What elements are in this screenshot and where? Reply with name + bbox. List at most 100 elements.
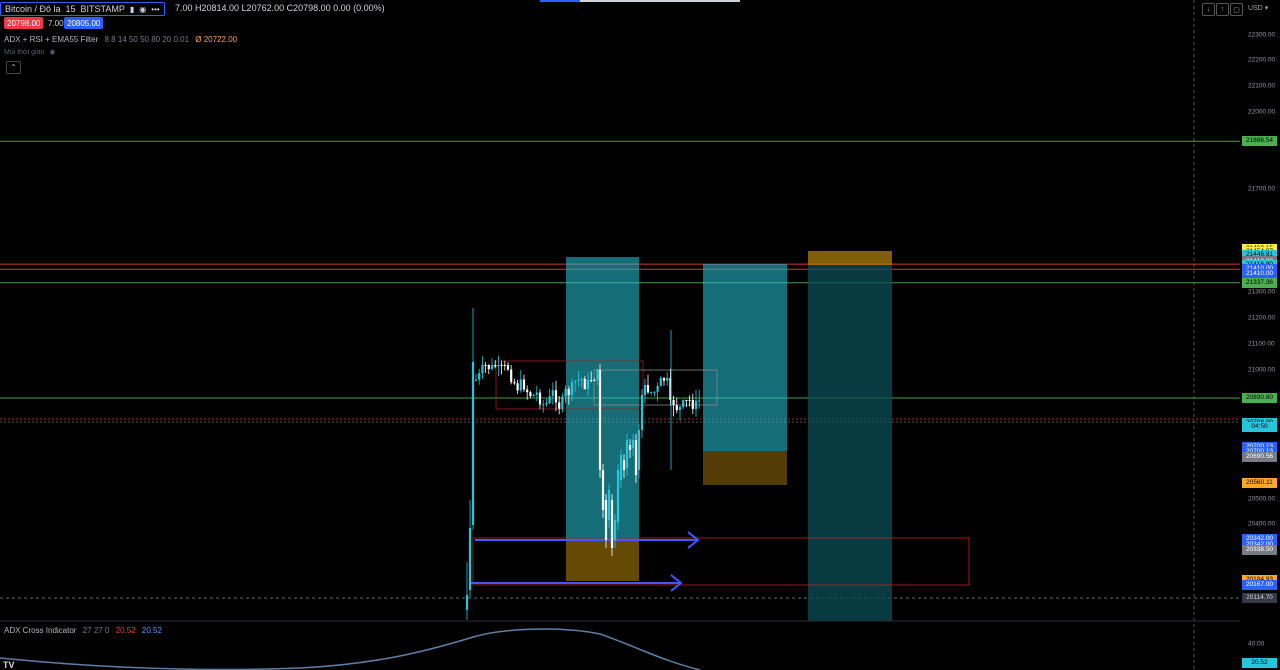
loading-bar	[580, 0, 740, 2]
currency-selector[interactable]: USD ▾	[1248, 4, 1268, 12]
arrow-head	[687, 531, 700, 549]
price-tag: 20184.93	[1242, 574, 1277, 585]
adx-legend[interactable]: ADX Cross Indicator 27 27 0 20.52 20.52	[4, 626, 162, 635]
long-position-target-zone	[703, 264, 787, 451]
eye-icon[interactable]: ◉	[49, 49, 56, 56]
symbol-name: Bitcoin / Đô la	[5, 4, 61, 14]
collapse-legend-icon[interactable]: ▮	[129, 4, 135, 14]
timezone-text: Múi thời gian	[4, 49, 45, 56]
candle-body	[637, 430, 641, 470]
buy-button[interactable]: 20805.00	[64, 17, 104, 29]
candle-body	[672, 400, 675, 406]
candle-body	[567, 389, 570, 396]
collapse-icon[interactable]: ⌃	[6, 61, 21, 74]
price-tag: 21886.54	[1242, 136, 1277, 147]
price-tick: 21300.00	[1248, 288, 1276, 296]
candle-body	[616, 470, 620, 522]
candle-body	[494, 365, 497, 367]
price-tag: 21410.00	[1242, 269, 1277, 280]
range-rectangle	[593, 369, 718, 406]
demand-zone-rectangle	[472, 537, 970, 586]
long-position-stop-zone	[566, 540, 639, 581]
candle-body	[586, 380, 590, 390]
candle-body	[598, 370, 602, 470]
candle-body	[577, 379, 580, 381]
price-tag: 20890.60	[1242, 392, 1277, 403]
candle-body	[653, 391, 656, 393]
candle-body	[622, 460, 626, 470]
candle-body	[564, 389, 567, 397]
candle-body	[675, 405, 678, 411]
symbol-legend[interactable]: Bitcoin / Đô la 15 BITSTAMP ▮ ◉ •••	[0, 2, 165, 16]
candle-body	[604, 500, 608, 540]
candle-body	[551, 390, 554, 397]
candle-body	[558, 402, 561, 409]
candle-body	[682, 400, 685, 407]
indicator-value: 20722.00	[203, 35, 238, 44]
candle-body	[522, 379, 526, 390]
candle-body	[484, 365, 487, 366]
timezone-label: Múi thời gian ◉	[4, 48, 55, 56]
indicator-legend[interactable]: ADX + RSI + EMA55 Filter 8 8 14 50 50 80…	[4, 35, 237, 44]
candle-body	[631, 440, 635, 448]
candle-body	[500, 365, 503, 366]
candle-body	[538, 392, 542, 405]
candle-body	[554, 390, 558, 403]
adx-value-tag: 20.52	[1242, 658, 1277, 668]
candle-body	[596, 369, 599, 380]
adx-value-red: 20.52	[115, 626, 136, 635]
arrow-down-icon[interactable]: ↓	[1202, 3, 1215, 16]
candle-body	[688, 400, 691, 401]
candle-body	[490, 365, 494, 370]
candle-body	[659, 378, 662, 386]
candle-body	[526, 389, 529, 393]
chevron-down-icon: ▾	[1264, 5, 1269, 12]
candle-body	[545, 402, 548, 405]
candle-body	[613, 520, 617, 540]
price-tag: 20338.50	[1242, 544, 1277, 555]
spread-label: 7.00	[48, 18, 64, 28]
price-tick: 21700.00	[1248, 185, 1276, 193]
price-tick: 20500.00	[1248, 495, 1276, 503]
candle-body	[685, 400, 688, 401]
candle-body	[628, 445, 632, 450]
candle-body	[662, 378, 666, 381]
candle-body	[574, 380, 577, 383]
adx-axis-label: 40.00	[1248, 640, 1265, 648]
adx-name: ADX Cross Indicator	[4, 626, 77, 635]
adx-value-blue: 20.52	[141, 626, 162, 635]
candle-body	[607, 490, 611, 520]
camera-icon[interactable]: ▢	[1230, 3, 1243, 16]
indicator-name: ADX + RSI + EMA55 Filter	[4, 35, 99, 44]
price-tick: 22000.00	[1248, 108, 1276, 116]
candle-body	[610, 500, 614, 548]
price-tick: 21200.00	[1248, 314, 1276, 322]
price-tick: 21100.00	[1248, 340, 1275, 348]
price-tag: 04:50	[1242, 421, 1277, 432]
candle-body	[468, 528, 472, 590]
candle-body	[487, 365, 490, 370]
sell-button[interactable]: 20798.00	[4, 17, 44, 29]
price-tick: 22200.00	[1248, 56, 1276, 64]
candle-body	[694, 400, 698, 409]
candle-body	[570, 382, 574, 396]
price-tick: 21000.00	[1248, 366, 1276, 374]
candle-body	[583, 378, 586, 390]
more-icon[interactable]: •••	[151, 4, 160, 14]
candle-body	[590, 380, 593, 381]
candle-body	[650, 392, 653, 394]
adx-params: 27 27 0	[82, 626, 110, 635]
candle-body	[532, 394, 535, 397]
long-position-stop-zone	[703, 451, 787, 485]
candle-body	[529, 392, 532, 397]
candle-body	[516, 383, 519, 391]
candle-body	[666, 378, 669, 381]
price-tag: 20700.13	[1242, 447, 1277, 458]
arrow-up-icon[interactable]: ↑	[1216, 3, 1229, 16]
ohlc-values: 7.00 H20814.00 L20762.00 C20798.00 0.00 …	[175, 3, 385, 13]
candle-body	[678, 406, 682, 411]
eye-icon[interactable]: ◉	[139, 4, 147, 14]
price-tag: 20342.00	[1242, 534, 1277, 545]
price-tag: 20700.13	[1242, 442, 1277, 453]
